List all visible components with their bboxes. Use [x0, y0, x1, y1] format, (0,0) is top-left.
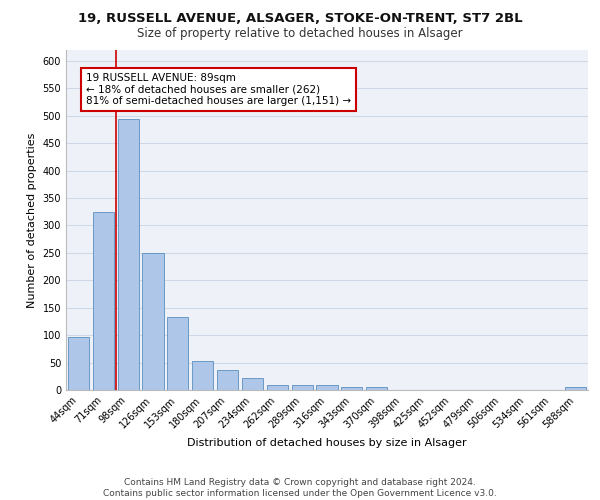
Bar: [217, 370, 238, 390]
Bar: [267, 384, 288, 390]
Bar: [93, 212, 114, 390]
Y-axis label: Number of detached properties: Number of detached properties: [27, 132, 37, 308]
Bar: [316, 384, 338, 390]
Text: 19, RUSSELL AVENUE, ALSAGER, STOKE-ON-TRENT, ST7 2BL: 19, RUSSELL AVENUE, ALSAGER, STOKE-ON-TR…: [77, 12, 523, 26]
Bar: [242, 378, 263, 390]
Text: 19 RUSSELL AVENUE: 89sqm
← 18% of detached houses are smaller (262)
81% of semi-: 19 RUSSELL AVENUE: 89sqm ← 18% of detach…: [86, 73, 351, 106]
Bar: [366, 388, 387, 390]
Bar: [292, 384, 313, 390]
Text: Contains HM Land Registry data © Crown copyright and database right 2024.
Contai: Contains HM Land Registry data © Crown c…: [103, 478, 497, 498]
Bar: [341, 388, 362, 390]
Bar: [68, 337, 89, 390]
Bar: [118, 118, 139, 390]
Bar: [565, 388, 586, 390]
X-axis label: Distribution of detached houses by size in Alsager: Distribution of detached houses by size …: [187, 438, 467, 448]
Bar: [142, 253, 164, 390]
Text: Size of property relative to detached houses in Alsager: Size of property relative to detached ho…: [137, 28, 463, 40]
Bar: [192, 362, 213, 390]
Bar: [167, 317, 188, 390]
